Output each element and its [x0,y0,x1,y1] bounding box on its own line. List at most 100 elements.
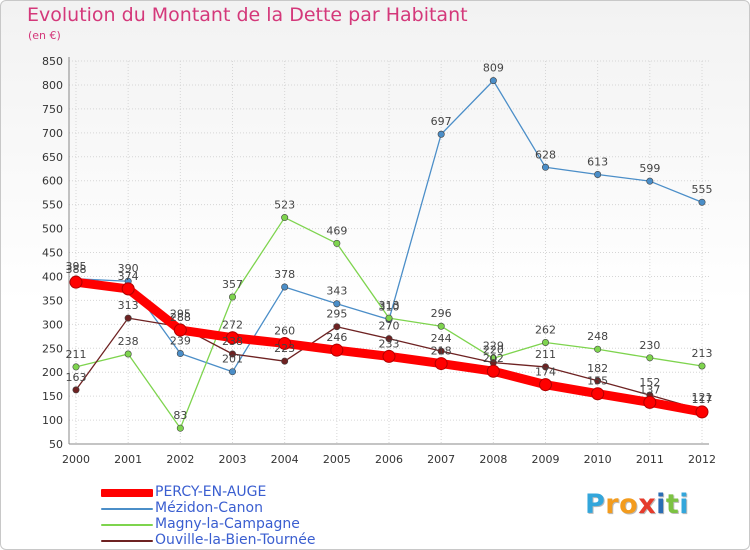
data-point [330,343,344,357]
x-tick-label: 2000 [62,453,90,466]
data-label: 137 [639,383,660,396]
data-point [541,163,549,171]
x-tick-label: 2003 [219,453,247,466]
data-label: 697 [431,115,452,128]
data-point [646,354,654,362]
legend-item: Mézidon-Canon [101,500,401,517]
data-label: 182 [587,362,608,375]
data-point [121,282,135,296]
x-tick-label: 2010 [584,453,612,466]
proxiti-logo: Proxiti [585,489,689,520]
data-point [437,347,445,355]
data-label: 202 [483,352,504,365]
data-point [594,377,602,385]
data-label: 390 [118,262,139,275]
legend-swatch [101,524,153,526]
logo-letter: t [665,489,680,520]
data-point [594,170,602,178]
data-label: 152 [639,376,660,389]
data-label: 246 [326,331,347,344]
data-point [486,364,500,378]
data-label: 211 [66,348,87,361]
x-tick-label: 2004 [271,453,299,466]
data-label: 230 [639,339,660,352]
logo-letter: x [638,489,657,520]
data-point [385,335,393,343]
data-point [591,387,605,401]
x-tick-label: 2011 [636,453,664,466]
y-tick-label: 250 [42,342,63,355]
data-label: 613 [587,155,608,168]
data-point [72,363,80,371]
data-point [278,336,292,350]
data-label: 374 [118,270,139,283]
data-point [226,331,239,345]
data-point [541,339,549,347]
data-point [124,314,132,322]
x-tick-label: 2007 [427,453,455,466]
data-label: 244 [431,332,452,345]
y-tick-label: 850 [42,55,63,68]
data-point [437,322,445,330]
data-point [124,350,132,358]
y-tick-label: 300 [42,318,63,331]
data-label: 213 [692,347,713,360]
data-label: 201 [222,353,243,366]
data-point [646,177,654,185]
data-label: 238 [222,335,243,348]
data-point [176,424,184,432]
data-label: 357 [222,278,243,291]
data-label: 599 [639,162,660,175]
data-point [385,314,393,322]
data-label: 628 [535,148,556,161]
logo-letter: i [656,489,666,520]
chart-title: Evolution du Montant de la Dette par Hab… [27,4,468,26]
data-label: 313 [118,299,139,312]
x-tick-label: 2009 [532,453,560,466]
data-point [333,239,341,247]
data-label: 395 [66,260,87,273]
data-point [281,283,289,291]
data-point [695,405,709,419]
logo-letter: P [585,489,606,520]
data-label: 272 [222,319,243,332]
data-point [173,323,187,337]
data-label: 248 [587,330,608,343]
data-label: 211 [535,348,556,361]
data-point [539,378,552,392]
data-label: 262 [535,324,556,337]
chart-subtitle: (en €) [28,29,61,42]
legend-label: Ouville-la-Bien-Tournée [155,532,316,548]
data-label: 295 [170,308,191,321]
legend-item: Magny-la-Campagne [101,516,401,533]
data-point [594,345,602,353]
data-label: 155 [587,375,608,388]
data-point [489,77,497,85]
data-point [69,275,83,289]
y-tick-label: 650 [42,151,63,164]
data-point [382,349,396,363]
data-label: 469 [326,224,347,237]
legend-swatch [101,489,153,497]
legend-swatch [101,508,153,510]
data-label: 555 [692,183,713,196]
data-label: 233 [379,337,400,350]
data-point [643,395,657,409]
data-label: 270 [379,320,400,333]
y-tick-label: 500 [42,223,63,236]
x-tick-label: 2008 [479,453,507,466]
data-label: 809 [483,62,504,75]
legend: PERCY-EN-AUGE Mézidon-Canon Magny-la-Campa… [101,484,401,549]
data-label: 239 [170,335,191,348]
data-point [229,368,237,376]
x-tick-label: 2005 [323,453,351,466]
y-tick-label: 50 [49,438,63,451]
data-point [434,357,448,371]
legend-label: Mézidon-Canon [155,500,263,516]
data-point [698,362,706,370]
legend-label: Magny-la-Campagne [155,516,300,532]
y-tick-label: 350 [42,294,63,307]
data-label: 117 [692,393,713,406]
data-point [698,198,706,206]
